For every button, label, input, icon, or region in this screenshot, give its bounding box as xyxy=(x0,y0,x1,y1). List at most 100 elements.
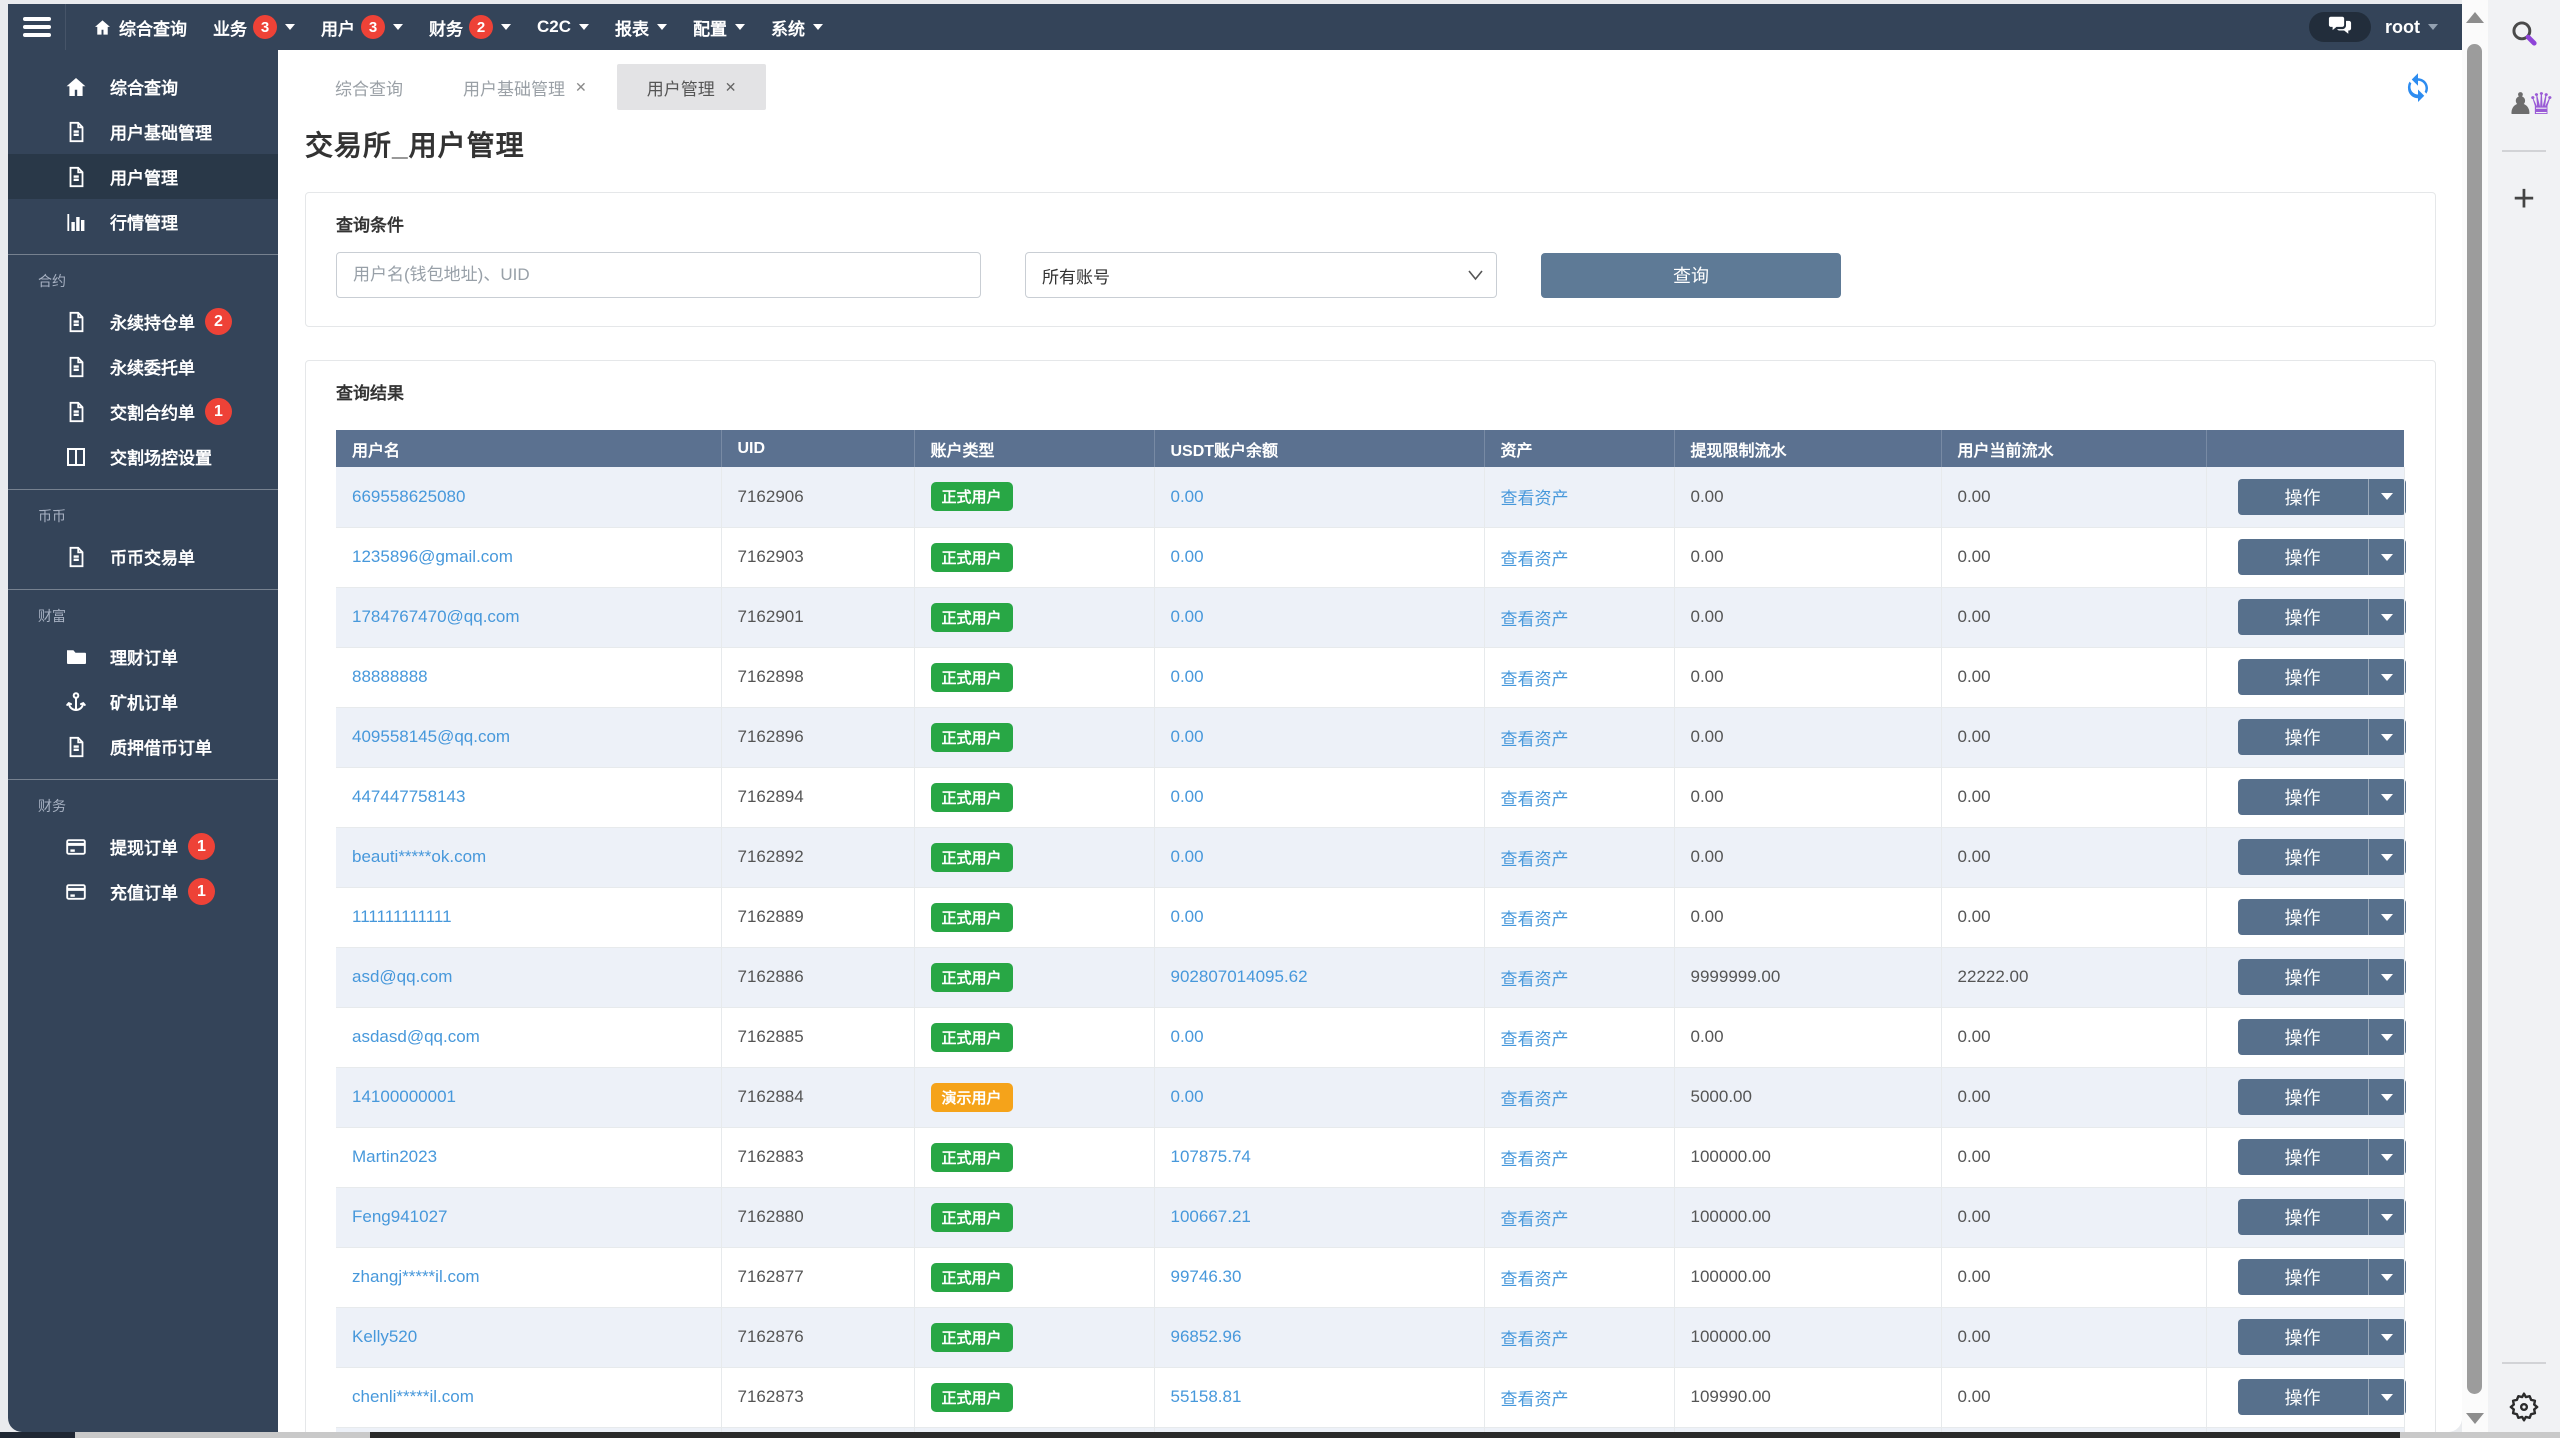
nav-item-报表[interactable]: 报表 xyxy=(602,4,680,50)
search-button[interactable]: 查询 xyxy=(1541,252,1841,298)
usdt-balance-link[interactable]: 0.00 xyxy=(1170,727,1204,746)
view-assets-link[interactable]: 查看资产 xyxy=(1500,1389,1569,1409)
view-assets-link[interactable]: 查看资产 xyxy=(1500,789,1569,809)
chevron-down-icon[interactable] xyxy=(2367,779,2406,815)
chevron-down-icon[interactable] xyxy=(2367,1199,2406,1235)
chevron-down-icon[interactable] xyxy=(2367,839,2406,875)
view-assets-link[interactable]: 查看资产 xyxy=(1500,849,1569,869)
usdt-balance-link[interactable]: 0.00 xyxy=(1170,787,1204,806)
username-link[interactable]: 409558145@qq.com xyxy=(352,727,511,746)
action-button[interactable]: 操作 xyxy=(2237,1379,2406,1415)
view-assets-link[interactable]: 查看资产 xyxy=(1500,1089,1569,1109)
username-link[interactable]: 1235896@gmail.com xyxy=(352,547,513,566)
vertical-scrollbar[interactable] xyxy=(2462,0,2488,1438)
sidebar-item-充值订单[interactable]: 充值订单 1 xyxy=(8,869,278,914)
menu-toggle-icon[interactable] xyxy=(8,4,66,50)
scroll-down-arrow-icon[interactable] xyxy=(2466,1413,2484,1424)
username-link[interactable]: 14100000001 xyxy=(352,1087,457,1106)
chevron-down-icon[interactable] xyxy=(2367,1019,2406,1055)
view-assets-link[interactable]: 查看资产 xyxy=(1500,909,1569,929)
sidebar-item-永续持仓单[interactable]: 永续持仓单 2 xyxy=(8,299,278,344)
sidebar-item-综合查询[interactable]: 综合查询 xyxy=(8,64,278,109)
chevron-down-icon[interactable] xyxy=(2367,899,2406,935)
sidebar-item-用户管理[interactable]: 用户管理 xyxy=(8,154,278,199)
sidebar-item-提现订单[interactable]: 提现订单 1 xyxy=(8,824,278,869)
action-button[interactable]: 操作 xyxy=(2237,539,2406,575)
chevron-down-icon[interactable] xyxy=(2367,1079,2406,1115)
usdt-balance-link[interactable]: 0.00 xyxy=(1170,607,1204,626)
action-button[interactable]: 操作 xyxy=(2237,1199,2406,1235)
username-link[interactable]: 88888888 xyxy=(352,667,428,686)
plus-icon[interactable]: + xyxy=(2512,178,2536,220)
user-menu[interactable]: root xyxy=(2385,17,2438,38)
username-link[interactable]: chenli*****il.com xyxy=(352,1387,474,1406)
action-button[interactable]: 操作 xyxy=(2237,719,2406,755)
usdt-balance-link[interactable]: 0.00 xyxy=(1170,1027,1204,1046)
usdt-balance-link[interactable]: 0.00 xyxy=(1170,486,1204,506)
username-link[interactable]: 447447758143 xyxy=(352,787,466,806)
chevron-down-icon[interactable] xyxy=(2367,719,2406,755)
nav-item-配置[interactable]: 配置 xyxy=(680,4,758,50)
refresh-icon[interactable] xyxy=(2403,72,2433,102)
username-link[interactable]: asdasd@qq.com xyxy=(352,1027,480,1046)
chevron-down-icon[interactable] xyxy=(2367,959,2406,995)
usdt-balance-link[interactable]: 100667.21 xyxy=(1170,1207,1251,1226)
sidebar-item-行情管理[interactable]: 行情管理 xyxy=(8,199,278,244)
view-assets-link[interactable]: 查看资产 xyxy=(1500,1209,1569,1229)
action-button[interactable]: 操作 xyxy=(2237,659,2406,695)
usdt-balance-link[interactable]: 0.00 xyxy=(1170,667,1204,686)
sidebar-item-用户基础管理[interactable]: 用户基础管理 xyxy=(8,109,278,154)
sidebar-item-理财订单[interactable]: 理财订单 xyxy=(8,634,278,679)
view-assets-link[interactable]: 查看资产 xyxy=(1500,1269,1569,1289)
sidebar-item-矿机订单[interactable]: 矿机订单 xyxy=(8,679,278,724)
nav-item-系统[interactable]: 系统 xyxy=(758,4,836,50)
view-assets-link[interactable]: 查看资产 xyxy=(1500,549,1569,569)
usdt-balance-link[interactable]: 0.00 xyxy=(1170,547,1204,566)
action-button[interactable]: 操作 xyxy=(2237,1319,2406,1355)
nav-item-综合查询[interactable]: 综合查询 xyxy=(80,4,200,50)
chess-icon[interactable]: ♟♛ xyxy=(2507,88,2555,121)
tab-综合查询[interactable]: 综合查询 xyxy=(335,79,403,99)
chevron-down-icon[interactable] xyxy=(2367,1379,2406,1415)
nav-item-C2C[interactable]: C2C xyxy=(524,4,602,50)
sidebar-item-永续委托单[interactable]: 永续委托单 xyxy=(8,344,278,389)
username-link[interactable]: 111111111111 xyxy=(352,907,452,926)
username-link[interactable]: 669558625080 xyxy=(352,486,466,506)
action-button[interactable]: 操作 xyxy=(2237,599,2406,635)
scrollbar-thumb[interactable] xyxy=(2467,44,2482,1394)
username-link[interactable]: Martin2023 xyxy=(352,1147,438,1166)
search-input[interactable] xyxy=(336,252,981,298)
view-assets-link[interactable]: 查看资产 xyxy=(1500,1149,1569,1169)
tab-用户管理[interactable]: 用户管理 ✕ xyxy=(616,64,767,110)
action-button[interactable]: 操作 xyxy=(2237,899,2406,935)
chat-button[interactable] xyxy=(2309,12,2371,42)
username-link[interactable]: Feng941027 xyxy=(352,1207,448,1226)
username-link[interactable]: 1784767470@qq.com xyxy=(352,607,520,626)
action-button[interactable]: 操作 xyxy=(2237,779,2406,815)
close-icon[interactable]: ✕ xyxy=(724,78,737,95)
usdt-balance-link[interactable]: 0.00 xyxy=(1170,907,1204,926)
view-assets-link[interactable]: 查看资产 xyxy=(1500,669,1569,689)
action-button[interactable]: 操作 xyxy=(2237,839,2406,875)
chevron-down-icon[interactable] xyxy=(2367,1259,2406,1295)
view-assets-link[interactable]: 查看资产 xyxy=(1500,1329,1569,1349)
tab-用户基础管理[interactable]: 用户基础管理 ✕ xyxy=(463,78,587,99)
view-assets-link[interactable]: 查看资产 xyxy=(1500,489,1569,509)
action-button[interactable]: 操作 xyxy=(2237,478,2406,515)
sidebar-item-币币交易单[interactable]: 币币交易单 xyxy=(8,534,278,579)
account-type-select[interactable]: 所有账号 xyxy=(1025,252,1497,298)
usdt-balance-link[interactable]: 902807014095.62 xyxy=(1170,967,1308,986)
gear-icon[interactable] xyxy=(2507,1390,2541,1424)
action-button[interactable]: 操作 xyxy=(2237,1079,2406,1115)
username-link[interactable]: Kelly520 xyxy=(352,1327,418,1346)
usdt-balance-link[interactable]: 55158.81 xyxy=(1170,1387,1242,1406)
chevron-down-icon[interactable] xyxy=(2367,539,2406,575)
chevron-down-icon[interactable] xyxy=(2367,1319,2406,1355)
usdt-balance-link[interactable]: 0.00 xyxy=(1170,1087,1204,1106)
username-link[interactable]: zhangj*****il.com xyxy=(352,1267,480,1286)
sidebar-item-质押借币订单[interactable]: 质押借币订单 xyxy=(8,724,278,769)
usdt-balance-link[interactable]: 0.00 xyxy=(1170,847,1204,866)
action-button[interactable]: 操作 xyxy=(2237,959,2406,995)
action-button[interactable]: 操作 xyxy=(2237,1259,2406,1295)
view-assets-link[interactable]: 查看资产 xyxy=(1500,1029,1569,1049)
